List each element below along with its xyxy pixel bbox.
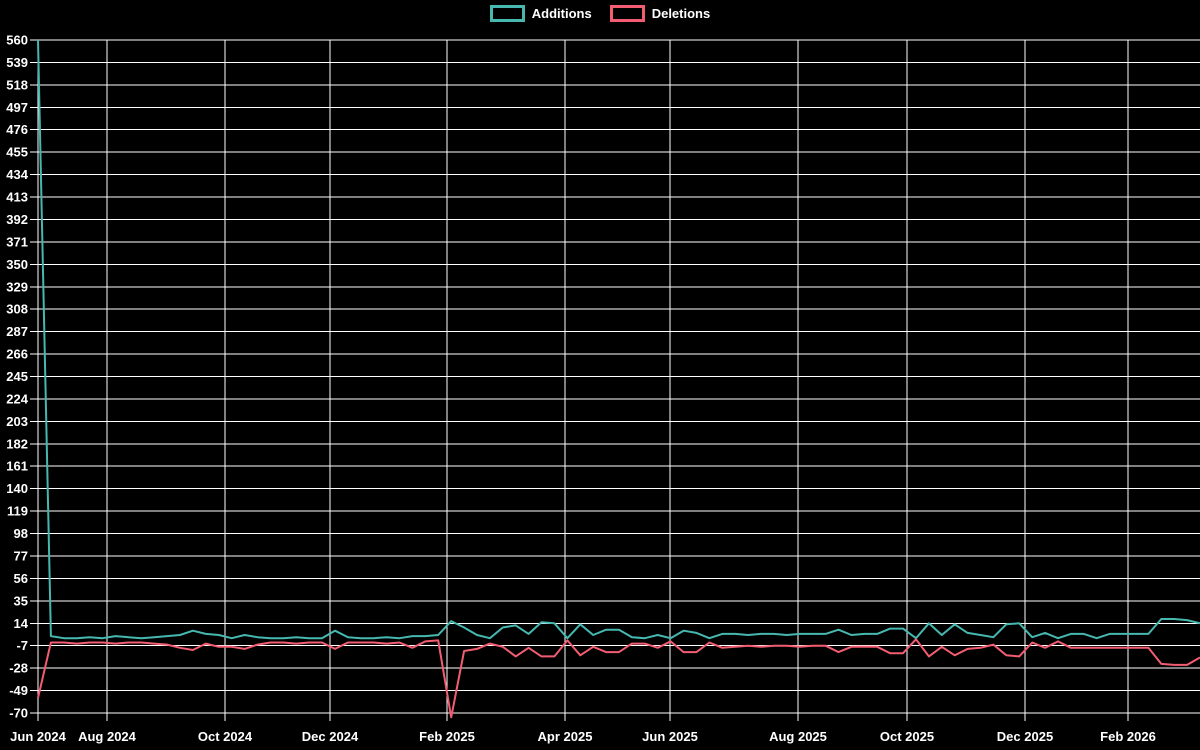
y-axis-tick-label: 35 <box>14 593 28 608</box>
additions-line <box>37 39 1200 640</box>
y-axis-tick-label: 98 <box>14 526 28 541</box>
deletions-swatch-icon <box>609 5 645 22</box>
y-axis-tick-label: 203 <box>6 414 28 429</box>
y-axis-tick-label: 224 <box>6 391 28 406</box>
y-axis-tick-label: -49 <box>9 683 28 698</box>
y-axis-tick-label: 56 <box>14 571 28 586</box>
y-axis-tick-label: 455 <box>6 145 28 160</box>
y-axis-tick-label: 476 <box>6 122 28 137</box>
deletions-line <box>37 638 1200 719</box>
y-axis-tick-label: 308 <box>6 302 28 317</box>
y-axis-tick-label: 350 <box>6 257 28 272</box>
y-axis-tick-label: -70 <box>9 706 28 721</box>
x-axis-tick-label: Jun 2025 <box>642 729 698 744</box>
additions-swatch-icon <box>489 5 525 22</box>
y-axis-tick-label: 287 <box>6 324 28 339</box>
y-axis-tick-label: 161 <box>6 459 28 474</box>
y-axis-tick-label: 140 <box>6 481 28 496</box>
y-axis-tick-label: 266 <box>6 347 28 362</box>
y-axis-tick-label: 329 <box>6 279 28 294</box>
y-axis-tick-label: 119 <box>7 504 28 519</box>
legend-item-deletions[interactable]: Deletions <box>609 5 711 22</box>
y-axis-tick-label: 413 <box>6 190 28 205</box>
x-axis-tick-label: Dec 2024 <box>302 729 359 744</box>
y-axis-tick-label: 560 <box>6 33 28 48</box>
y-axis-tick-label: 434 <box>6 167 28 182</box>
x-axis-tick-label: Jun 2024 <box>10 729 66 744</box>
y-axis-tick-label: -7 <box>16 638 28 653</box>
chart-legend: Additions Deletions <box>0 5 1200 22</box>
y-axis-tick-label: 182 <box>6 436 28 451</box>
x-axis-tick-label: Feb 2026 <box>1100 729 1156 744</box>
y-axis-tick-label: 518 <box>6 77 28 92</box>
y-axis-tick-label: 371 <box>6 234 28 249</box>
x-axis-tick-label: Aug 2025 <box>769 729 827 744</box>
legend-item-additions[interactable]: Additions <box>489 5 592 22</box>
y-axis-tick-label: 392 <box>6 212 28 227</box>
x-axis-tick-label: Dec 2025 <box>997 729 1053 744</box>
x-axis-tick-label: Aug 2024 <box>78 729 137 744</box>
y-axis-tick-label: 497 <box>6 100 28 115</box>
x-axis-tick-label: Oct 2024 <box>198 729 253 744</box>
legend-label-deletions: Deletions <box>651 6 711 21</box>
y-axis-tick-label: -28 <box>9 661 28 676</box>
legend-label-additions: Additions <box>531 6 592 21</box>
x-axis-tick-label: Apr 2025 <box>538 729 593 744</box>
y-axis-tick-label: 245 <box>6 369 28 384</box>
y-axis-tick-label: 14 <box>14 616 29 631</box>
x-axis-tick-label: Feb 2025 <box>419 729 475 744</box>
y-axis-tick-label: 539 <box>6 55 28 70</box>
x-axis-tick-label: Oct 2025 <box>880 729 934 744</box>
y-axis-tick-label: 77 <box>14 548 28 563</box>
